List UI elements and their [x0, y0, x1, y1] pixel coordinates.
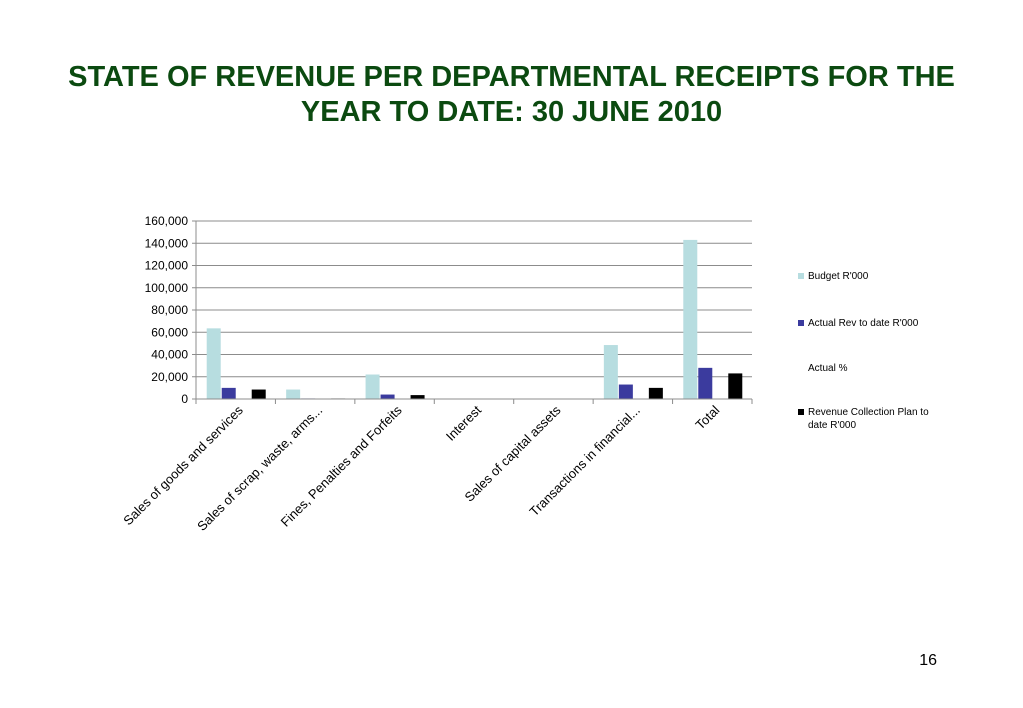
x-category-label: Interest: [443, 402, 485, 444]
x-category-label: Sales of scrap, waste, arms...: [194, 403, 325, 534]
legend-item-actual-rev: Actual Rev to date R'000: [798, 317, 938, 330]
legend-swatch-actual-pct: [798, 365, 804, 371]
legend-label-collection-plan: Revenue Collection Plan to date R'000: [808, 407, 929, 431]
legend-item-actual-pct: Actual %: [798, 362, 938, 375]
bar-series-1-cat-0: [221, 387, 236, 399]
page-number: 16: [919, 652, 937, 669]
bar-series-3-cat-5: [648, 387, 663, 399]
y-tick-label: 20,000: [151, 370, 188, 384]
bar-series-1-cat-6: [698, 367, 713, 399]
bar-series-1-cat-5: [618, 384, 633, 399]
y-tick-label: 120,000: [145, 259, 189, 273]
y-tick-label: 160,000: [145, 214, 189, 228]
y-tick-label: 140,000: [145, 236, 189, 250]
y-tick-label: 40,000: [151, 348, 188, 362]
bar-series-3-cat-6: [728, 373, 743, 399]
bar-series-0-cat-0: [206, 328, 221, 399]
bar-series-0-cat-5: [603, 345, 618, 399]
legend-item-collection-plan: Revenue Collection Plan to date R'000: [798, 406, 938, 432]
bar-series-1-cat-2: [380, 394, 395, 399]
legend-item-budget: Budget R'000: [798, 270, 938, 283]
y-axis-ticks: 0 20,000 40,000 60,000 80,000 100,000 120,000 1…: [145, 214, 196, 406]
y-tick-label: 60,000: [151, 325, 188, 339]
bar-series-3-cat-2: [410, 395, 425, 399]
axes: [195, 221, 753, 404]
bars: [206, 239, 743, 399]
legend-swatch-budget: [798, 273, 804, 279]
y-tick-label: 100,000: [145, 281, 189, 295]
y-tick-label: 80,000: [151, 303, 188, 317]
gridlines: [196, 220, 752, 378]
legend-label-actual-rev: Actual Rev to date R'000: [808, 318, 919, 329]
bar-series-0-cat-1: [286, 389, 301, 399]
legend-label-actual-pct: Actual %: [808, 363, 848, 374]
bar-series-0-cat-2: [365, 374, 380, 399]
bar-series-0-cat-6: [683, 239, 698, 399]
x-category-label: Total: [692, 402, 722, 432]
legend-label-budget: Budget R'000: [808, 271, 869, 282]
slide-title: STATE OF REVENUE PER DEPARTMENTAL RECEIP…: [68, 61, 955, 128]
legend-swatch-actual-rev: [798, 320, 804, 326]
legend-swatch-collection-plan: [798, 409, 804, 415]
y-tick-label: 0: [181, 392, 188, 406]
bar-series-3-cat-0: [251, 389, 266, 399]
